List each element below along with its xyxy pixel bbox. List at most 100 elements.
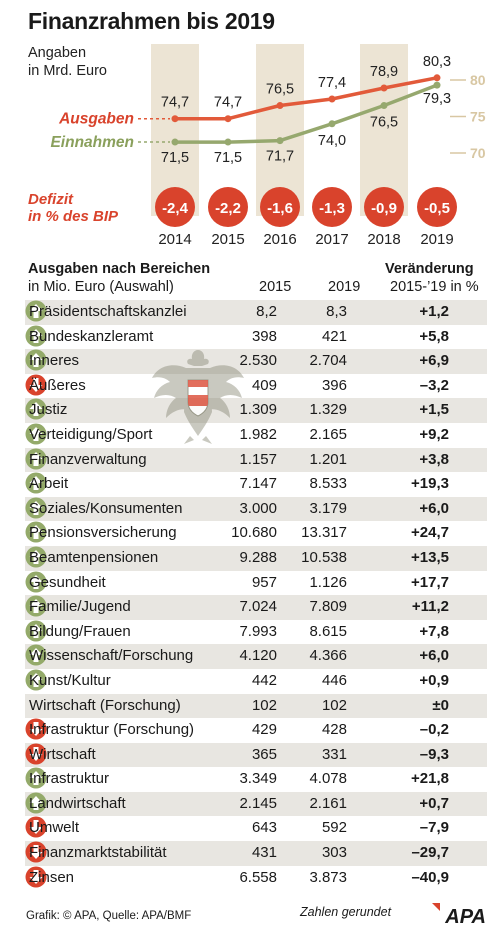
- row-value-2015: 2.145: [239, 794, 277, 812]
- row-value-2015: 1.982: [239, 425, 277, 443]
- row-value-2019: 8.615: [309, 622, 347, 640]
- row-value-2019: 13.317: [301, 524, 347, 542]
- row-name: Kunst/Kultur: [29, 671, 111, 689]
- table-row: Bildung/Frauen 7.993 8.615 +7,8: [25, 620, 487, 645]
- data-point-ausgaben: [171, 115, 179, 123]
- row-value-2015: 2.530: [239, 352, 277, 370]
- row-value-2019: 8.533: [309, 475, 347, 493]
- row-value-2015: 429: [251, 721, 277, 739]
- row-name: Familie/Jugend: [29, 598, 131, 616]
- row-value-2015: 3.000: [239, 499, 277, 517]
- column-header-change: Veränderung: [385, 261, 474, 277]
- column-header-change-sub: 2015-’19 in %: [390, 279, 479, 295]
- data-point-ausgaben: [276, 102, 284, 110]
- column-header-2015: 2015: [259, 279, 292, 295]
- deficit-circle: [155, 187, 195, 227]
- row-change: +17,7: [411, 573, 449, 591]
- arrow-up-icon: [25, 546, 47, 568]
- row-value-2019: 592: [321, 819, 347, 837]
- row-value-2015: 9.288: [239, 548, 277, 566]
- row-change: +19,3: [411, 475, 449, 493]
- row-name: Beamtenpensionen: [29, 548, 159, 566]
- arrow-up-icon: [25, 448, 47, 470]
- arrow-down-icon: [25, 374, 47, 396]
- data-point-einnahmen: [328, 120, 336, 128]
- y-tick-label: 70: [470, 145, 486, 161]
- row-name: Finanzmarktstabilität: [29, 844, 167, 862]
- row-value-2019: 1.329: [309, 401, 347, 419]
- apa-logo-text: APA: [444, 906, 486, 927]
- row-name: Inneres: [29, 352, 80, 370]
- deficit-circle: [208, 187, 248, 227]
- arrow-up-icon: [25, 349, 47, 371]
- row-value-2019: 2.165: [309, 425, 347, 443]
- row-change: –29,7: [411, 844, 449, 862]
- row-name: Soziales/Konsumenten: [29, 499, 183, 517]
- row-name: Infrastruktur: [29, 770, 110, 788]
- arrow-up-icon: [25, 398, 47, 420]
- credit-text: Grafik: © APA, Quelle: APA/BMF: [26, 910, 192, 922]
- deficit-circle: [312, 187, 352, 227]
- arrow-up-icon: [25, 423, 47, 445]
- row-change: –40,9: [411, 868, 449, 886]
- series-line-ausgaben: [175, 76, 438, 121]
- data-point-einnahmen: [433, 81, 441, 89]
- table-row: Justiz 1.309 1.329 +1,5: [25, 398, 487, 423]
- x-tick-label: 2016: [263, 231, 296, 248]
- row-value-2015: 8,2: [256, 303, 277, 320]
- row-value-2015: 957: [251, 573, 277, 591]
- data-point-ausgaben: [433, 74, 441, 82]
- row-value-2015: 409: [251, 376, 277, 394]
- expense-table: Präsidentschaftskanzlei 8,2 8,3 +1,2 Bundesk…: [25, 300, 487, 890]
- units-label: in Mrd. Euro: [28, 63, 107, 79]
- row-value-2015: 643: [251, 819, 277, 837]
- row-change: –9,3: [419, 745, 449, 763]
- x-tick-label: 2019: [420, 231, 453, 248]
- row-change: +21,8: [411, 770, 449, 788]
- table-row: Äußeres 409 396 –3,2: [25, 374, 487, 399]
- data-label-ausgaben: 78,9: [370, 64, 398, 80]
- table-row: Verteidigung/Sport 1.982 2.165 +9,2: [25, 423, 487, 448]
- column-header-2019: 2019: [328, 279, 361, 295]
- table-row: Inneres 2.530 2.704 +6,9: [25, 349, 487, 374]
- data-point-einnahmen: [171, 138, 179, 146]
- deficit-value-label: -1,3: [319, 200, 345, 217]
- arrow-down-icon: [25, 816, 47, 838]
- table-row: Wirtschaft 365 331 –9,3: [25, 742, 487, 768]
- x-tick-label: 2017: [315, 231, 348, 248]
- arrow-up-icon: [25, 595, 47, 617]
- row-name: Präsidentschaftskanzlei: [29, 303, 187, 320]
- data-label-ausgaben: 74,7: [161, 95, 189, 111]
- row-change: ±0: [432, 696, 449, 714]
- row-value-2015: 7.993: [239, 622, 277, 640]
- table-row: Familie/Jugend 7.024 7.809 +11,2: [25, 595, 487, 620]
- arrow-down-icon: [25, 743, 47, 765]
- row-value-2015: 7.024: [239, 598, 277, 616]
- arrow-up-icon: [25, 669, 47, 691]
- row-value-2019: 2.704: [309, 352, 347, 370]
- row-name: Wirtschaft (Forschung): [29, 696, 181, 714]
- row-value-2015: 365: [251, 745, 277, 763]
- table-row: Pensionsversicherung 10.680 13.317 +24,7: [25, 521, 487, 546]
- row-name: Wissenschaft/Forschung: [29, 647, 194, 665]
- row-name: Landwirtschaft: [29, 794, 126, 812]
- table-row: Wissenschaft/Forschung 4.120 4.366 +6,0: [25, 644, 487, 669]
- row-value-2019: 3.873: [309, 868, 347, 886]
- series-line-einnahmen: [175, 83, 438, 144]
- row-change: +1,5: [419, 401, 449, 419]
- row-change: +13,5: [411, 548, 449, 566]
- row-change: +9,2: [419, 425, 449, 443]
- table-title: Ausgaben nach Bereichen: [28, 261, 211, 277]
- table-row: Infrastruktur (Forschung) 429 428 –0,2: [25, 718, 487, 743]
- arrow-up-icon: [25, 300, 47, 322]
- row-change: +6,0: [419, 499, 449, 517]
- row-value-2019: 7.809: [309, 598, 347, 616]
- row-change: –3,2: [419, 376, 449, 394]
- row-value-2019: 1.126: [309, 573, 347, 591]
- row-name: Umwelt: [29, 819, 80, 837]
- deficit-circle: [260, 187, 300, 227]
- arrow-up-icon: [25, 325, 47, 347]
- row-value-2019: 10.538: [301, 548, 347, 566]
- row-name: Justiz: [29, 401, 68, 419]
- table-row: Soziales/Konsumenten 3.000 3.179 +6,0: [25, 496, 487, 522]
